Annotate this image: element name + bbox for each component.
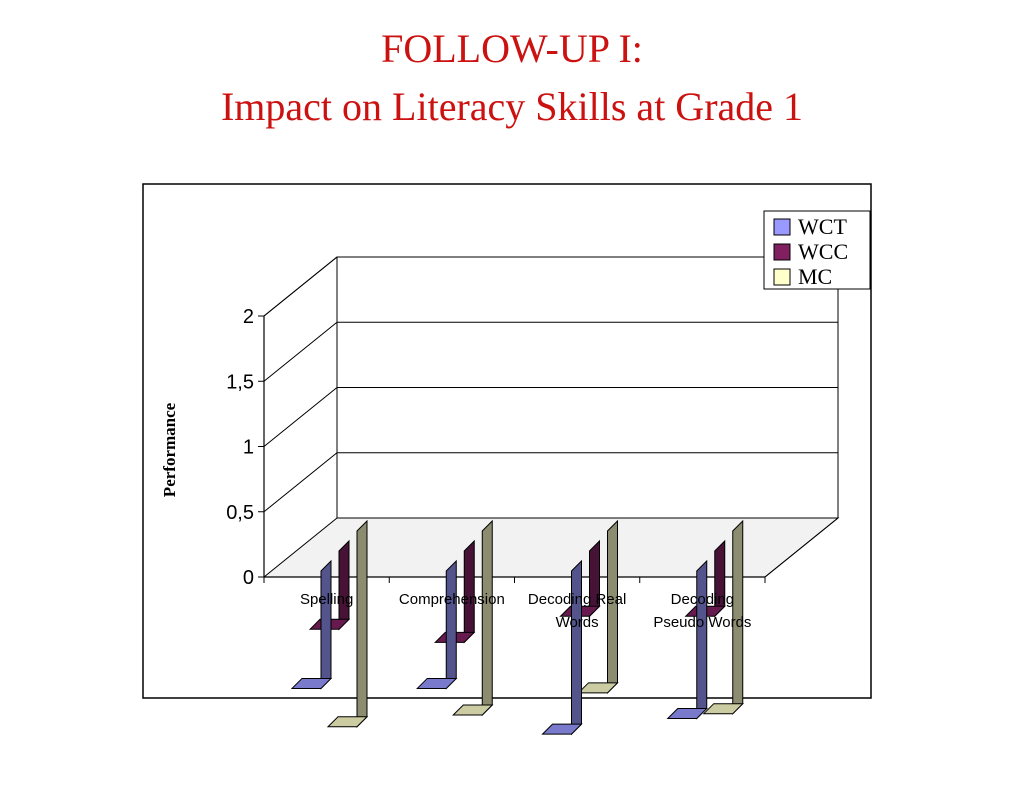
bar-side	[571, 559, 582, 736]
bar-top	[290, 677, 333, 689]
gridline	[263, 256, 838, 317]
y-tick-label: 1	[243, 437, 254, 459]
bar-top	[577, 682, 619, 694]
slide-title-line1: FOLLOW-UP I:	[381, 26, 643, 71]
bar-top	[326, 716, 369, 728]
y-tick-label: 2	[243, 306, 254, 328]
x-category-label: Words	[556, 614, 599, 631]
x-category-label: Pseudo Words	[653, 614, 751, 631]
floor-edge-right	[764, 517, 839, 578]
legend-label: WCT	[798, 214, 847, 239]
gridline	[263, 452, 838, 513]
bar-top	[541, 723, 583, 735]
bar-top	[666, 707, 708, 719]
bar	[416, 559, 458, 690]
chart-floor	[262, 517, 840, 578]
bar	[290, 559, 333, 690]
bar-side	[445, 559, 457, 690]
gridline	[263, 387, 838, 447]
bar	[666, 559, 708, 720]
bar	[434, 539, 476, 644]
legend-swatch	[773, 218, 791, 236]
legend-swatch	[773, 243, 791, 261]
y-tick-label: 1,5	[226, 371, 254, 393]
bar-side	[356, 519, 368, 728]
bar-top	[452, 704, 494, 716]
x-category-label: Decoding Real	[528, 591, 626, 608]
bar	[326, 519, 369, 728]
chart-labels: 0 0,5 1 1,5 2 Spelling Comprehension Decoding R…	[160, 306, 751, 631]
bar-side	[320, 559, 332, 690]
legend-label: WCC	[798, 239, 848, 264]
y-axis-title: Performance	[160, 402, 179, 497]
y-tick-label: 0,5	[226, 502, 254, 524]
legend-label: MC	[798, 264, 832, 289]
y-tick-label: 0	[243, 567, 254, 589]
bar	[577, 519, 619, 695]
bar	[702, 519, 744, 715]
bar-side	[696, 559, 708, 720]
chart-bars	[290, 519, 744, 736]
slide-title-line2: Impact on Literacy Skills at Grade 1	[220, 84, 804, 129]
bar-top	[416, 677, 458, 689]
legend-swatch	[773, 268, 791, 286]
bar-side	[338, 539, 350, 631]
x-category-label: Spelling	[300, 591, 353, 608]
x-category-label: Decoding	[671, 591, 734, 608]
gridline	[263, 321, 838, 382]
bar-top	[702, 703, 744, 715]
bar-side	[481, 519, 493, 717]
x-category-label: Comprehension	[399, 591, 505, 608]
bar	[452, 519, 494, 717]
chart-gridlines	[263, 256, 838, 513]
bar	[541, 559, 583, 736]
